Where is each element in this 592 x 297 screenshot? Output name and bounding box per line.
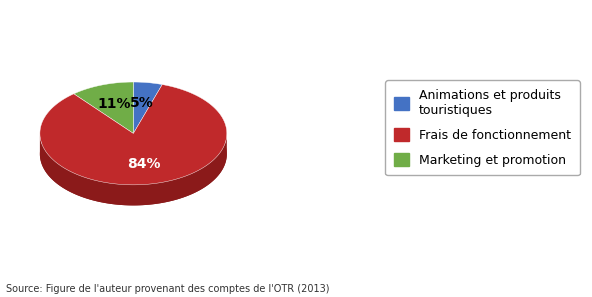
Text: Source: Figure de l'auteur provenant des comptes de l'OTR (2013): Source: Figure de l'auteur provenant des… bbox=[6, 284, 329, 294]
Polygon shape bbox=[40, 85, 227, 185]
Text: 84%: 84% bbox=[127, 157, 160, 171]
Polygon shape bbox=[40, 105, 227, 206]
Polygon shape bbox=[133, 82, 162, 133]
Polygon shape bbox=[40, 134, 227, 206]
Text: 5%: 5% bbox=[130, 96, 154, 110]
Text: 11%: 11% bbox=[98, 97, 131, 111]
Legend: Animations et produits
touristiques, Frais de fonctionnement, Marketing et promo: Animations et produits touristiques, Fra… bbox=[385, 80, 580, 175]
Polygon shape bbox=[74, 82, 133, 133]
